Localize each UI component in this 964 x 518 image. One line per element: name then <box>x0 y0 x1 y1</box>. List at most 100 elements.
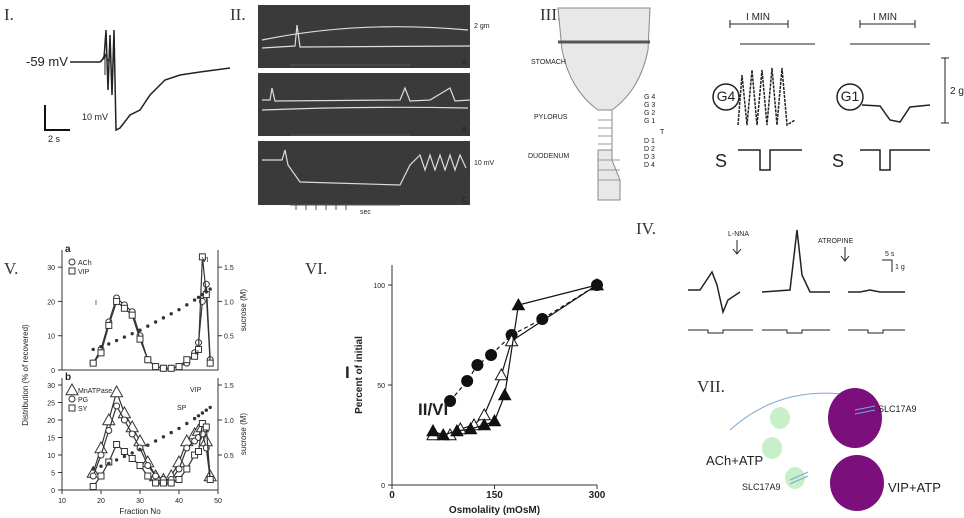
point <box>185 303 189 307</box>
time-label: I MIN <box>746 12 770 23</box>
trace <box>70 29 231 132</box>
point <box>153 439 158 443</box>
point-label: G 2 <box>644 110 655 117</box>
trace <box>262 149 467 186</box>
point <box>436 427 451 441</box>
y-tick-label: 100 <box>373 283 385 290</box>
axes <box>61 250 219 371</box>
point <box>146 443 150 447</box>
x-tick-label: 150 <box>486 490 503 501</box>
record <box>258 73 470 136</box>
y-tick-label: 25 <box>47 401 55 408</box>
point <box>122 454 127 459</box>
record <box>258 141 470 205</box>
y2-tick-label: 1.0 <box>224 418 234 425</box>
point <box>175 476 183 483</box>
vesicle <box>828 388 882 448</box>
subplot-title: a <box>65 244 71 255</box>
label: SLC17A9 <box>878 404 917 414</box>
trace-label: C <box>462 197 467 204</box>
point <box>144 462 152 469</box>
point <box>169 312 173 316</box>
panel-label: V. <box>4 259 18 278</box>
drug-label: L-NNA <box>728 231 749 238</box>
panel-label: III. <box>540 5 561 24</box>
point <box>105 321 113 329</box>
point <box>113 402 121 410</box>
point <box>152 363 160 371</box>
point-label: D 2 <box>644 146 655 153</box>
point <box>161 316 166 320</box>
region-label: STOMACH <box>531 59 566 66</box>
y2-tick-label: 1.5 <box>224 265 234 272</box>
point <box>99 344 103 349</box>
point <box>183 356 191 364</box>
x-label: Osmolality (mOsM) <box>449 505 540 516</box>
point <box>177 426 181 431</box>
point <box>91 467 95 471</box>
point <box>122 335 127 339</box>
point <box>471 359 484 371</box>
region-label: DUODENUM <box>528 153 569 160</box>
point <box>105 427 113 434</box>
y-tick-label: 10 <box>47 334 55 341</box>
point <box>208 405 212 410</box>
point <box>130 331 134 336</box>
point <box>159 364 167 372</box>
point <box>504 333 519 347</box>
point <box>198 253 206 261</box>
annotation: VIP <box>190 387 202 394</box>
point <box>494 367 509 381</box>
region-label: PYLORUS <box>534 114 568 121</box>
scale-bar <box>882 259 893 272</box>
point <box>426 423 440 437</box>
point <box>114 458 119 462</box>
stim-bar <box>290 64 410 210</box>
scale-bar <box>44 105 70 131</box>
legend-label: SY <box>78 406 88 413</box>
point <box>68 404 76 412</box>
point <box>68 258 76 266</box>
point <box>169 430 173 435</box>
point <box>136 335 144 343</box>
trace <box>861 104 931 123</box>
x-tick-label: 10 <box>58 498 66 505</box>
x-tick-label: 20 <box>97 498 105 505</box>
y2-tick-label: 1.5 <box>224 383 234 390</box>
site-label: G1 <box>841 88 860 104</box>
point <box>167 479 175 487</box>
record <box>258 5 470 68</box>
point <box>185 421 189 426</box>
point <box>196 295 201 300</box>
trace-label: A <box>462 59 467 66</box>
y2-label: sucrose (M) <box>239 413 248 456</box>
point <box>152 479 160 487</box>
legend-label: MnATPase <box>78 388 112 395</box>
y-tick-label: 10 <box>47 453 55 460</box>
legend-label: ACh <box>78 260 92 267</box>
y-tick-label: 20 <box>47 418 55 425</box>
point <box>107 461 111 466</box>
point <box>206 359 214 367</box>
point <box>128 311 136 319</box>
point <box>153 320 158 324</box>
y-tick-label: 15 <box>47 436 55 443</box>
axes <box>391 265 597 486</box>
scale-label: 10 mV <box>474 160 495 167</box>
point-label: D 1 <box>644 138 655 145</box>
vesicle <box>762 437 782 459</box>
site-circle <box>836 83 864 111</box>
point <box>159 479 167 487</box>
point <box>200 411 205 415</box>
point <box>202 423 210 431</box>
point <box>97 451 105 459</box>
membrane <box>729 392 851 431</box>
panel-label: IV. <box>636 219 656 238</box>
trace <box>737 67 796 127</box>
scale-label: sec <box>360 209 371 216</box>
scale-label: 10 mV <box>82 112 108 122</box>
stim-trace <box>738 149 930 171</box>
legend-label: VIP <box>78 269 90 276</box>
transporter <box>789 405 876 485</box>
series-label: II/VI <box>418 400 448 419</box>
